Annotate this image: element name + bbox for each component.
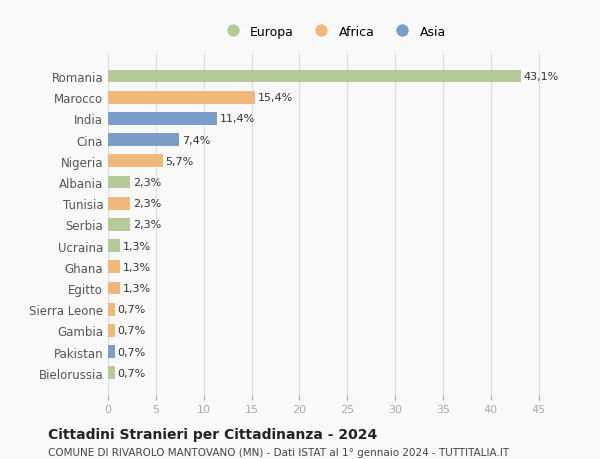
Bar (108, 218, 130, 231)
Text: 2,3%: 2,3% (133, 199, 161, 209)
Bar (108, 176, 130, 189)
Text: 0,7%: 0,7% (118, 347, 146, 357)
Bar (108, 240, 121, 252)
Bar (108, 261, 121, 274)
Text: 11,4%: 11,4% (220, 114, 255, 124)
Text: 5,7%: 5,7% (166, 157, 194, 167)
Bar (108, 367, 115, 379)
Text: 0,7%: 0,7% (118, 368, 146, 378)
Bar (108, 113, 217, 125)
Text: 43,1%: 43,1% (524, 72, 559, 82)
Legend: Europa, Africa, Asia: Europa, Africa, Asia (215, 21, 451, 44)
Text: COMUNE DI RIVAROLO MANTOVANO (MN) - Dati ISTAT al 1° gennaio 2024 - TUTTITALIA.I: COMUNE DI RIVAROLO MANTOVANO (MN) - Dati… (48, 448, 509, 457)
Bar (108, 303, 115, 316)
Bar (108, 134, 179, 147)
Text: 7,4%: 7,4% (182, 135, 210, 146)
Text: 2,3%: 2,3% (133, 178, 161, 188)
Text: 0,7%: 0,7% (118, 304, 146, 314)
Text: 2,3%: 2,3% (133, 220, 161, 230)
Text: 0,7%: 0,7% (118, 326, 146, 336)
Bar (108, 71, 521, 83)
Text: Cittadini Stranieri per Cittadinanza - 2024: Cittadini Stranieri per Cittadinanza - 2… (48, 427, 377, 442)
Text: 1,3%: 1,3% (124, 262, 151, 272)
Bar (108, 197, 130, 210)
Bar (108, 325, 115, 337)
Text: 1,3%: 1,3% (124, 241, 151, 251)
Bar (108, 92, 256, 104)
Bar (108, 282, 121, 295)
Bar (108, 346, 115, 358)
Bar (108, 155, 163, 168)
Text: 15,4%: 15,4% (259, 93, 293, 103)
Text: 1,3%: 1,3% (124, 283, 151, 293)
